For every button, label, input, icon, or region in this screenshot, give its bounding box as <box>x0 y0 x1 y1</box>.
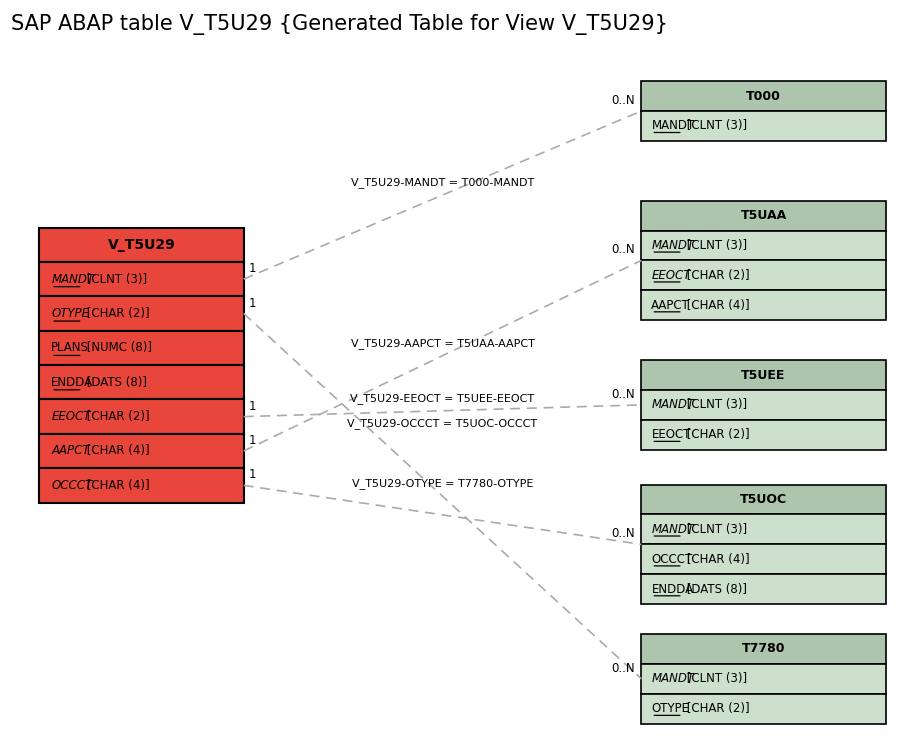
FancyBboxPatch shape <box>642 291 886 320</box>
Text: [CLNT (3)]: [CLNT (3)] <box>683 119 747 132</box>
Text: ENDDA: ENDDA <box>51 376 94 389</box>
Text: OTYPE: OTYPE <box>652 702 689 715</box>
Text: AAPCT: AAPCT <box>652 299 690 312</box>
FancyBboxPatch shape <box>642 634 886 664</box>
FancyBboxPatch shape <box>642 230 886 260</box>
FancyBboxPatch shape <box>642 575 886 604</box>
Text: T000: T000 <box>746 90 781 103</box>
Text: MANDT: MANDT <box>652 523 695 536</box>
Text: 0..N: 0..N <box>611 662 634 675</box>
FancyBboxPatch shape <box>40 399 244 434</box>
FancyBboxPatch shape <box>642 694 886 724</box>
Text: [CLNT (3)]: [CLNT (3)] <box>683 399 747 411</box>
Text: 1: 1 <box>248 468 256 482</box>
Text: 0..N: 0..N <box>611 388 634 401</box>
Text: [CHAR (2)]: [CHAR (2)] <box>83 307 149 320</box>
Text: 0..N: 0..N <box>611 528 634 541</box>
Text: [CHAR (4)]: [CHAR (4)] <box>683 299 750 312</box>
Text: [CHAR (4)]: [CHAR (4)] <box>83 479 149 492</box>
Text: [CLNT (3)]: [CLNT (3)] <box>683 673 747 686</box>
FancyBboxPatch shape <box>40 434 244 468</box>
Text: MANDT: MANDT <box>652 399 695 411</box>
Text: T5UOC: T5UOC <box>740 493 788 506</box>
FancyBboxPatch shape <box>642 485 886 514</box>
FancyBboxPatch shape <box>40 468 244 503</box>
Text: 0..N: 0..N <box>611 243 634 257</box>
Text: V_T5U29-OCCCT = T5UOC-OCCCT: V_T5U29-OCCCT = T5UOC-OCCCT <box>347 418 537 429</box>
Text: OCCCT: OCCCT <box>652 553 693 565</box>
Text: 0..N: 0..N <box>611 94 634 107</box>
Text: [CLNT (3)]: [CLNT (3)] <box>83 273 147 285</box>
Text: 1: 1 <box>248 262 256 275</box>
FancyBboxPatch shape <box>40 331 244 365</box>
Text: EEOCT: EEOCT <box>652 428 691 441</box>
FancyBboxPatch shape <box>642 111 886 141</box>
FancyBboxPatch shape <box>40 365 244 399</box>
FancyBboxPatch shape <box>642 514 886 544</box>
Text: EEOCT: EEOCT <box>51 410 91 423</box>
Text: V_T5U29-MANDT = T000-MANDT: V_T5U29-MANDT = T000-MANDT <box>351 177 534 188</box>
Text: V_T5U29-OTYPE = T7780-OTYPE: V_T5U29-OTYPE = T7780-OTYPE <box>352 479 533 489</box>
Text: T7780: T7780 <box>742 643 786 655</box>
Text: T5UEE: T5UEE <box>742 368 786 381</box>
Text: [DATS (8)]: [DATS (8)] <box>683 583 747 596</box>
Text: [NUMC (8)]: [NUMC (8)] <box>83 341 151 354</box>
FancyBboxPatch shape <box>642 81 886 111</box>
Text: [CLNT (3)]: [CLNT (3)] <box>683 239 747 252</box>
Text: OCCCT: OCCCT <box>51 479 93 492</box>
Text: OTYPE: OTYPE <box>51 307 89 320</box>
Text: MANDT: MANDT <box>652 673 695 686</box>
Text: 1: 1 <box>248 434 256 447</box>
Text: [CHAR (2)]: [CHAR (2)] <box>83 410 149 423</box>
Text: 1: 1 <box>248 297 256 310</box>
FancyBboxPatch shape <box>40 227 244 262</box>
Text: V_T5U29-EEOCT = T5UEE-EEOCT: V_T5U29-EEOCT = T5UEE-EEOCT <box>350 393 535 404</box>
Text: MANDT: MANDT <box>51 273 94 285</box>
FancyBboxPatch shape <box>642 420 886 450</box>
Text: [CHAR (4)]: [CHAR (4)] <box>683 553 750 565</box>
FancyBboxPatch shape <box>642 201 886 230</box>
Text: [DATS (8)]: [DATS (8)] <box>83 376 147 389</box>
FancyBboxPatch shape <box>642 260 886 291</box>
Text: [CHAR (2)]: [CHAR (2)] <box>683 702 750 715</box>
Text: [CLNT (3)]: [CLNT (3)] <box>683 523 747 536</box>
Text: AAPCT: AAPCT <box>51 445 90 458</box>
FancyBboxPatch shape <box>642 664 886 694</box>
FancyBboxPatch shape <box>40 262 244 296</box>
FancyBboxPatch shape <box>642 544 886 575</box>
Text: MANDT: MANDT <box>652 239 695 252</box>
Text: V_T5U29: V_T5U29 <box>108 238 176 251</box>
FancyBboxPatch shape <box>40 296 244 331</box>
Text: ENDDA: ENDDA <box>652 583 694 596</box>
Text: [CHAR (4)]: [CHAR (4)] <box>83 445 149 458</box>
Text: 1: 1 <box>248 399 256 413</box>
Text: V_T5U29-AAPCT = T5UAA-AAPCT: V_T5U29-AAPCT = T5UAA-AAPCT <box>351 337 535 349</box>
Text: SAP ABAP table V_T5U29 {Generated Table for View V_T5U29}: SAP ABAP table V_T5U29 {Generated Table … <box>12 14 668 35</box>
Text: T5UAA: T5UAA <box>741 209 787 222</box>
Text: PLANS: PLANS <box>51 341 89 354</box>
Text: [CHAR (2)]: [CHAR (2)] <box>683 428 750 441</box>
FancyBboxPatch shape <box>642 390 886 420</box>
Text: [CHAR (2)]: [CHAR (2)] <box>683 269 750 282</box>
FancyBboxPatch shape <box>642 360 886 390</box>
Text: EEOCT: EEOCT <box>652 269 691 282</box>
Text: MANDT: MANDT <box>652 119 695 132</box>
